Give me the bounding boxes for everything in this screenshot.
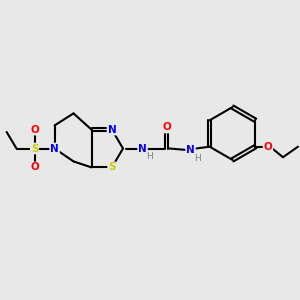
Text: O: O — [162, 122, 171, 133]
Text: N: N — [186, 145, 195, 155]
Text: S: S — [31, 143, 38, 154]
Text: H: H — [146, 152, 152, 161]
Text: N: N — [107, 124, 116, 135]
Text: O: O — [30, 124, 39, 135]
Text: O: O — [30, 162, 39, 172]
Text: O: O — [264, 142, 272, 152]
Text: S: S — [108, 162, 116, 172]
Text: N: N — [50, 143, 59, 154]
Text: N: N — [138, 143, 147, 154]
Text: H: H — [194, 154, 200, 163]
